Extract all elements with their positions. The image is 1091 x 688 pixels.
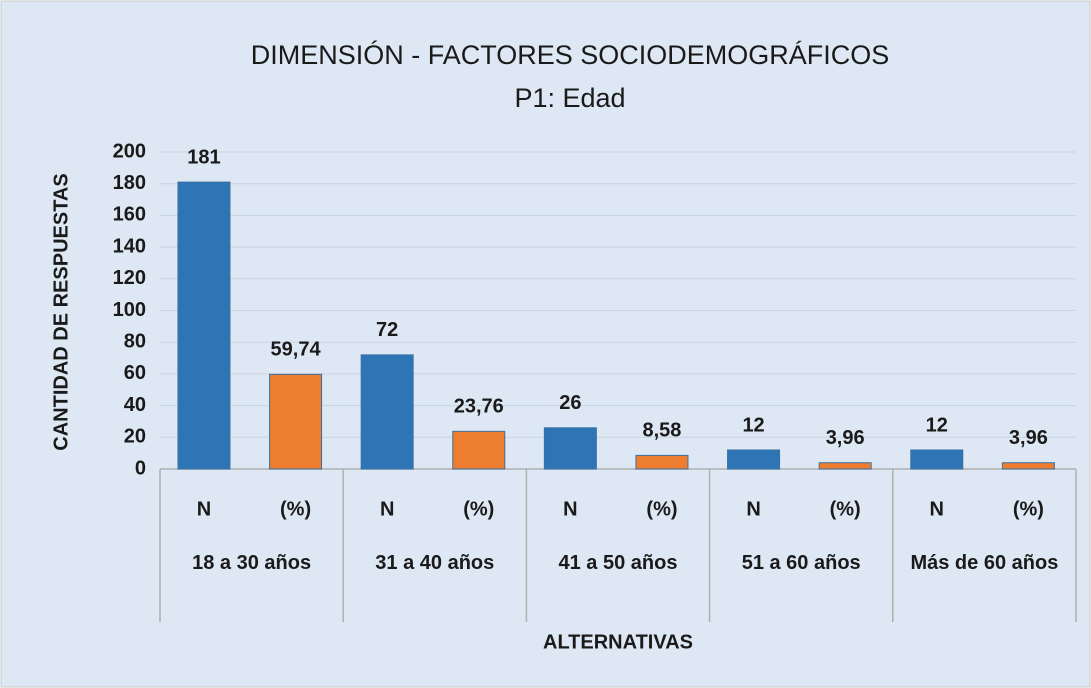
x-subcategory-label: (%) [830, 498, 861, 520]
x-subcategory-label: N [380, 498, 394, 520]
y-tick-label: 140 [113, 235, 146, 257]
bar [910, 449, 964, 470]
bar [269, 373, 323, 470]
x-subcategory-label: N [197, 498, 211, 520]
chart-title: DIMENSIÓN - FACTORES SOCIODEMOGRÁFICOS [251, 39, 890, 70]
data-label: 72 [376, 319, 398, 341]
bar [177, 181, 231, 470]
y-tick-label: 200 [113, 140, 146, 162]
data-label: 8,58 [642, 420, 681, 442]
y-tick-label: 60 [124, 362, 146, 384]
x-tick-label: 31 a 40 años [375, 552, 495, 574]
x-tick-label: 51 a 60 años [741, 552, 861, 574]
bar [452, 430, 506, 470]
x-subcategory-label: (%) [1013, 498, 1044, 520]
x-axis-label: ALTERNATIVAS [543, 631, 693, 653]
x-subcategory-label: N [930, 498, 944, 520]
y-axis-label: CANTIDAD DE RESPUESTAS [50, 173, 72, 450]
data-label: 3,96 [1009, 427, 1048, 449]
data-label: 12 [926, 414, 948, 436]
x-tick-label-box: 51 a 60 años [741, 552, 861, 574]
bar [543, 427, 597, 470]
x-tick-label-box: 18 a 30 años [192, 552, 312, 574]
y-tick-label: 120 [113, 267, 146, 289]
y-tick-label: 180 [113, 172, 146, 194]
x-subcategory-label: (%) [280, 498, 311, 520]
x-tick-label: 41 a 50 años [558, 552, 678, 574]
x-tick-label: 18 a 30 años [192, 552, 312, 574]
x-subcategory-label: (%) [463, 498, 494, 520]
y-tick-label: 100 [113, 299, 146, 321]
y-tick-label: 0 [135, 457, 146, 479]
bar [635, 454, 689, 470]
bar [1001, 462, 1055, 470]
x-subcategory-label: (%) [646, 498, 677, 520]
data-label: 59,74 [271, 339, 322, 361]
data-label: 3,96 [826, 427, 865, 449]
y-tick-label: 40 [124, 394, 146, 416]
bar [360, 354, 414, 470]
y-tick-label: 160 [113, 204, 146, 226]
data-label: 23,76 [454, 396, 504, 418]
bar [727, 449, 781, 470]
x-tick-label-box: 41 a 50 años [558, 552, 678, 574]
y-tick-label: 20 [124, 426, 146, 448]
x-tick-label-box: 31 a 40 años [375, 552, 495, 574]
x-subcategory-label: N [563, 498, 577, 520]
y-tick-label: 80 [124, 330, 146, 352]
bar [818, 462, 872, 470]
data-label: 26 [559, 392, 581, 414]
data-label: 181 [187, 146, 220, 168]
x-subcategory-label: N [746, 498, 760, 520]
chart-subtitle: P1: Edad [514, 83, 625, 113]
x-tick-label: Más de 60 años [910, 552, 1059, 574]
x-tick-label-box: Más de 60 años [910, 552, 1059, 574]
data-label: 12 [742, 414, 764, 436]
